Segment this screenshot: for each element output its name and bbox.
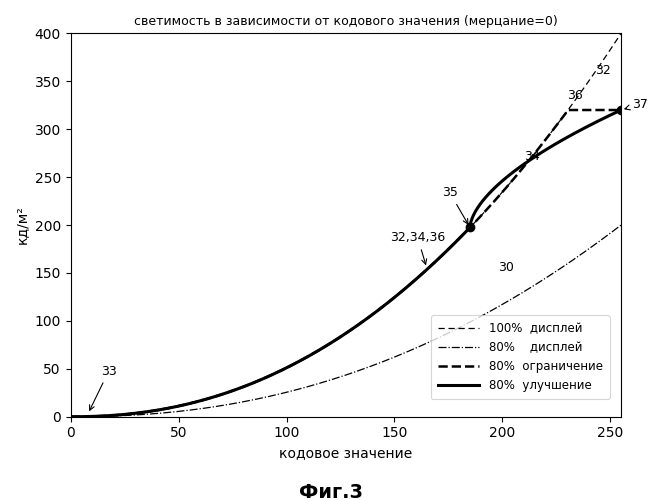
- Text: 36: 36: [567, 88, 583, 102]
- Text: 32,34,36: 32,34,36: [390, 232, 446, 264]
- X-axis label: кодовое значение: кодовое значение: [279, 446, 412, 460]
- Text: 33: 33: [89, 364, 117, 410]
- Text: 30: 30: [498, 261, 514, 274]
- Text: 35: 35: [442, 186, 468, 224]
- Y-axis label: кд/м²: кд/м²: [15, 206, 29, 244]
- Title: светимость в зависимости от кодового значения (мерцание=0): светимость в зависимости от кодового зна…: [134, 15, 557, 28]
- Text: 37: 37: [625, 98, 647, 111]
- Legend: 100%  дисплей, 80%    дисплей, 80%  ограничение, 80%  улучшение: 100% дисплей, 80% дисплей, 80% ограничен…: [431, 316, 610, 400]
- Text: 32: 32: [595, 64, 611, 76]
- Text: 34: 34: [524, 150, 540, 163]
- Text: Фиг.3: Фиг.3: [299, 482, 363, 500]
